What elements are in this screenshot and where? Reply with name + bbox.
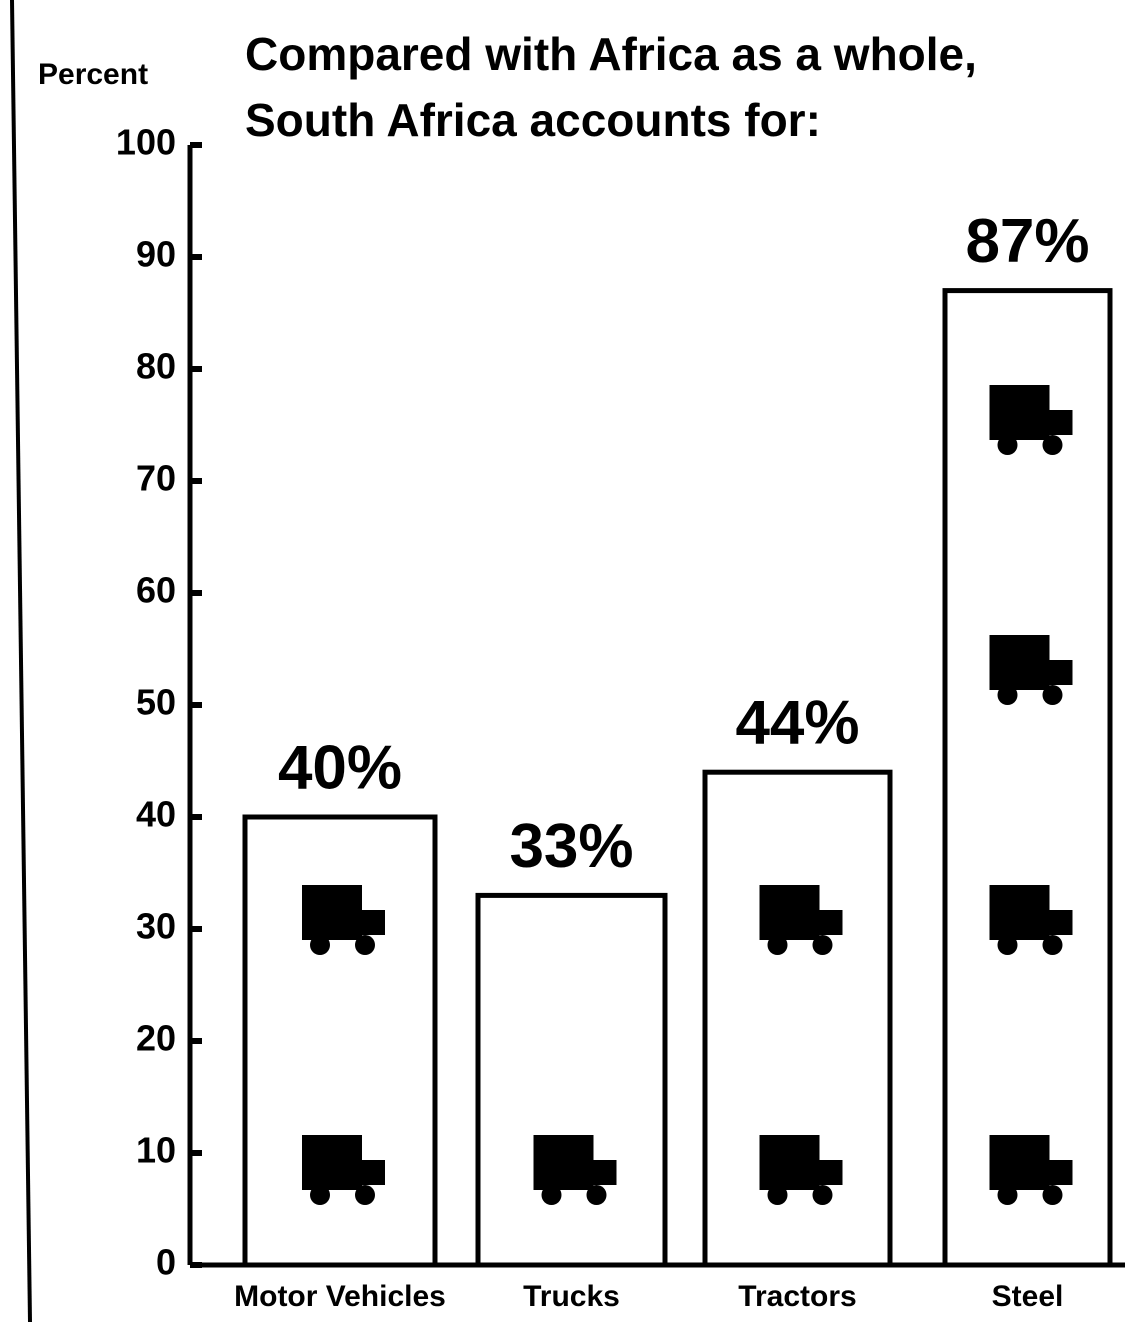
icon xyxy=(997,435,1018,455)
y-tick-label: 70 xyxy=(136,458,176,499)
y-axis-label: Percent xyxy=(38,58,148,91)
icon xyxy=(767,935,788,955)
icon xyxy=(807,1160,843,1185)
chart-title: South Africa accounts for: xyxy=(245,94,821,146)
icon xyxy=(1042,1185,1063,1205)
bar xyxy=(242,814,438,1268)
icon xyxy=(812,935,833,955)
icon xyxy=(1042,435,1063,455)
icon xyxy=(1037,910,1073,935)
y-tick-label: 90 xyxy=(136,234,176,275)
x-tick-label: Steel xyxy=(992,1280,1064,1313)
icon xyxy=(541,1185,562,1205)
y-tick-label: 20 xyxy=(136,1018,176,1059)
icon xyxy=(581,1160,617,1185)
bar xyxy=(942,288,1113,1268)
icon xyxy=(1042,935,1063,955)
icon xyxy=(310,935,330,955)
bar xyxy=(702,769,893,1268)
icon xyxy=(807,910,843,935)
icon xyxy=(1042,685,1063,705)
y-tick-label: 30 xyxy=(136,906,176,947)
icon xyxy=(350,1160,385,1185)
y-tick-label: 10 xyxy=(136,1130,176,1171)
x-tick-label: Motor Vehicles xyxy=(234,1280,446,1313)
icon xyxy=(767,1185,788,1205)
icon xyxy=(355,1185,375,1205)
icon xyxy=(350,910,385,935)
y-tick-label: 100 xyxy=(116,122,176,163)
y-tick-label: 0 xyxy=(156,1242,176,1283)
value-label: 87% xyxy=(965,207,1089,276)
bar xyxy=(475,892,668,1268)
icon xyxy=(997,685,1018,705)
icon xyxy=(310,1185,330,1205)
icon xyxy=(1037,660,1073,685)
value-label: 33% xyxy=(509,812,633,881)
icon xyxy=(1037,410,1073,435)
y-tick-label: 40 xyxy=(136,794,176,835)
x-tick-label: Tractors xyxy=(738,1280,856,1313)
y-tick-label: 50 xyxy=(136,682,176,723)
page-border xyxy=(10,0,32,1322)
icon xyxy=(355,935,375,955)
y-tick-label: 60 xyxy=(136,570,176,611)
icon xyxy=(586,1185,607,1205)
chart-title: Compared with Africa as a whole, xyxy=(245,28,977,80)
x-tick-label: Trucks xyxy=(523,1280,620,1313)
icon xyxy=(997,935,1018,955)
value-label: 44% xyxy=(735,689,859,758)
y-tick-label: 80 xyxy=(136,346,176,387)
icon xyxy=(812,1185,833,1205)
icon xyxy=(997,1185,1018,1205)
icon xyxy=(1037,1160,1073,1185)
value-label: 40% xyxy=(278,733,402,802)
